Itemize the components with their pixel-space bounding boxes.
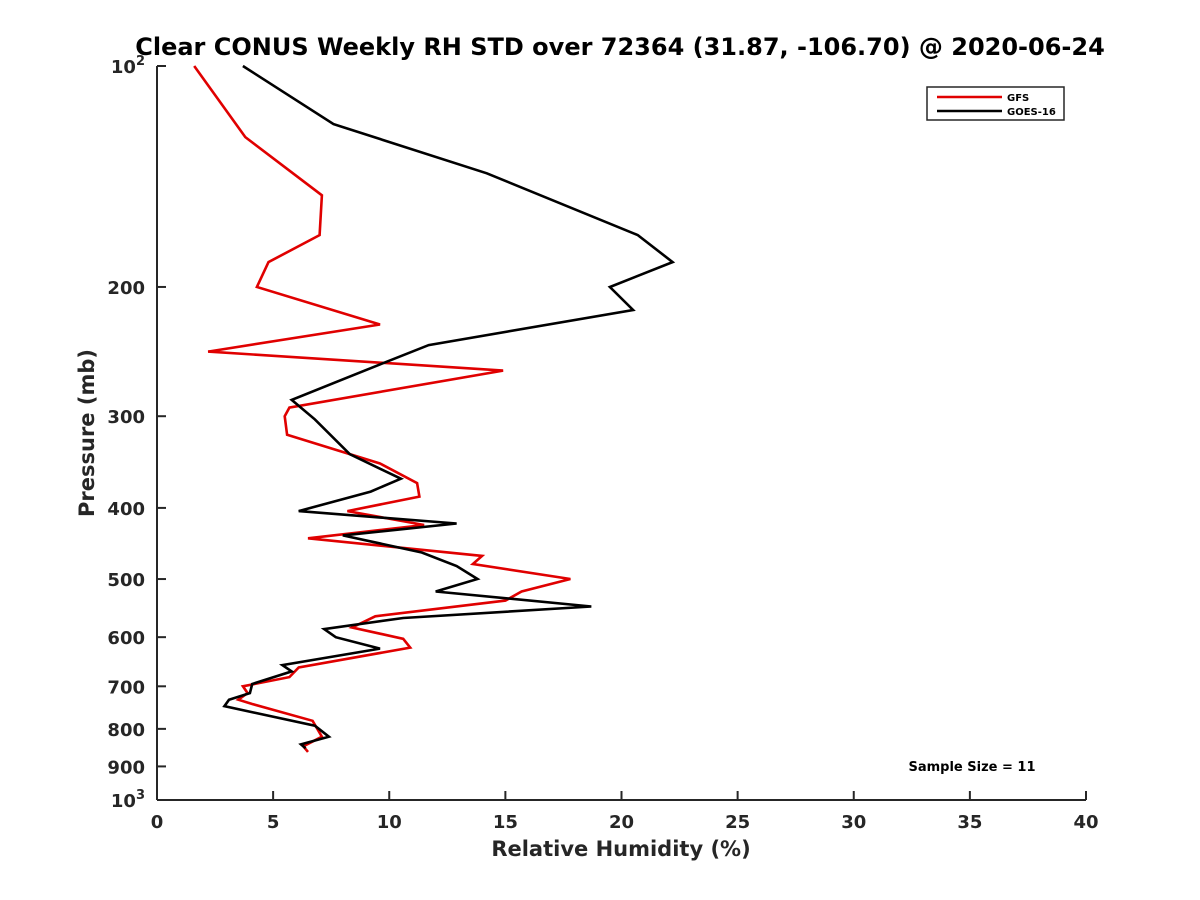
x-tick-label: 10	[377, 812, 402, 833]
legend: GFS GOES-16	[926, 86, 1065, 121]
y-tick-label-base: 200	[107, 278, 145, 299]
y-tick-label: 102	[111, 54, 145, 78]
y-tick-label: 500	[107, 570, 145, 591]
y-tick-label-base: 10	[111, 57, 136, 78]
x-tick-label: 0	[151, 812, 164, 833]
y-tick-label-base: 400	[107, 499, 145, 520]
x-tick-label: 35	[957, 812, 982, 833]
y-tick-label-base: 900	[107, 757, 145, 778]
series-line-gfs	[193, 65, 571, 753]
legend-label: GOES-16	[1007, 107, 1056, 118]
x-tick-label: 40	[1073, 812, 1098, 833]
legend-label: GFS	[1007, 93, 1029, 104]
y-tick-label: 600	[107, 628, 145, 649]
legend-box	[926, 86, 1065, 121]
x-tick-label: 5	[267, 812, 280, 833]
y-tick-label: 300	[107, 407, 145, 428]
sample-size-annotation: Sample Size = 11	[908, 760, 1035, 775]
x-tick-label: 15	[493, 812, 518, 833]
y-tick-label: 103	[111, 788, 145, 812]
y-tick-label: 200	[107, 278, 145, 299]
x-tick-label: 30	[841, 812, 866, 833]
y-tick-label: 700	[107, 677, 145, 698]
y-axis-label: Pressure (mb)	[75, 349, 99, 517]
y-tick-label-base: 500	[107, 570, 145, 591]
y-tick-label-base: 700	[107, 677, 145, 698]
y-tick-label-base: 800	[107, 720, 145, 741]
y-tick-label: 800	[107, 720, 145, 741]
y-tick-label-exponent: 3	[136, 788, 145, 803]
series-line-goes-16	[222, 64, 676, 750]
y-tick-label: 900	[107, 757, 145, 778]
y-tick-label: 400	[107, 499, 145, 520]
y-tick-label-base: 600	[107, 628, 145, 649]
chart-title: Clear CONUS Weekly RH STD over 72364 (31…	[135, 33, 1105, 61]
x-axis-label: Relative Humidity (%)	[491, 837, 750, 861]
y-tick-label-base: 10	[111, 791, 136, 812]
y-tick-label-base: 300	[107, 407, 145, 428]
x-tick-label: 20	[609, 812, 634, 833]
axes: 0 5 10 15 20 25 30 35 40102200300400500600700800…	[107, 54, 1098, 833]
plot-lines	[193, 64, 676, 753]
x-tick-label: 25	[725, 812, 750, 833]
y-tick-label-exponent: 2	[136, 54, 145, 69]
